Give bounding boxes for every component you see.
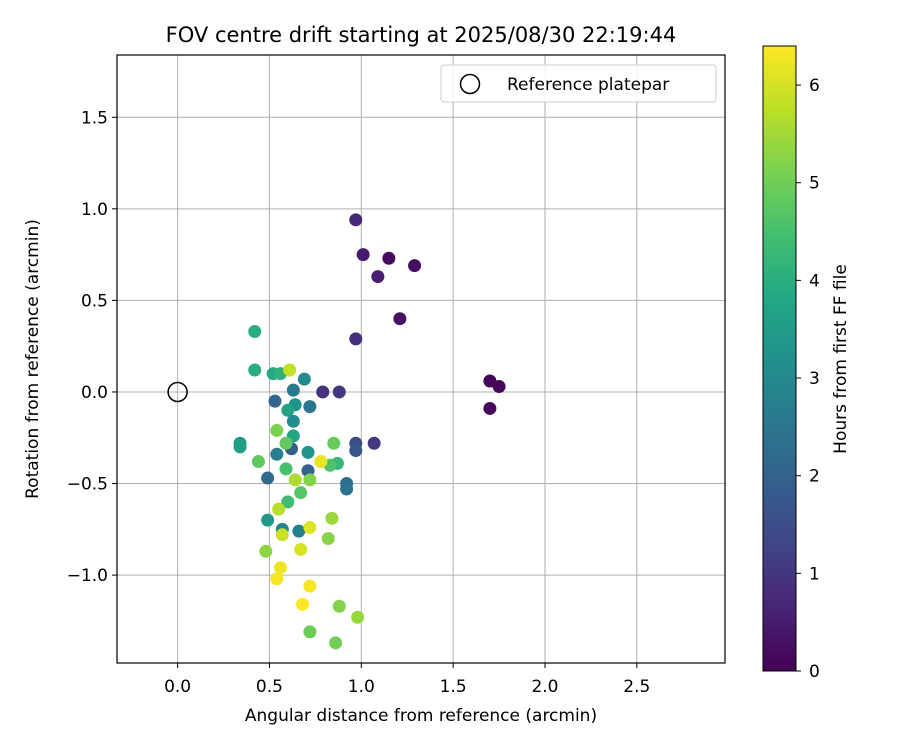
x-tick-label: 1.0 [348,677,375,697]
data-point [492,379,506,393]
colorbar-gradient [762,45,797,672]
x-axis-ticks: 0.0 0.5 1.0 1.5 2.0 2.5 [164,663,650,697]
data-point [251,455,265,469]
data-point [393,312,407,326]
reference-point [167,381,188,403]
data-point [349,213,363,227]
data-point [261,471,275,485]
data-point [303,579,317,593]
data-point [272,502,286,516]
data-point [382,251,396,265]
colorbar-tick-label: 6 [809,76,820,96]
data-point [325,511,339,525]
data-point [286,414,300,428]
legend-label: Reference platepar [507,75,669,95]
data-point [303,625,317,639]
y-axis-label: Rotation from reference (arcmin) [23,219,43,499]
data-point [332,385,346,399]
data-point [329,636,343,650]
chart-title: FOV centre drift starting at 2025/08/30 … [166,23,677,47]
data-point [259,544,273,558]
data-point [349,444,363,458]
data-point [294,486,308,500]
data-point [367,436,381,450]
data-point [270,572,284,586]
y-tick-label: 0.5 [81,291,108,311]
y-tick-label: −1.0 [67,566,108,586]
y-tick-label: 1.5 [81,108,108,128]
data-point [371,270,385,284]
colorbar-tick-label: 1 [809,564,820,584]
legend-box [440,64,717,103]
colorbar: 0 1 2 3 4 5 6 Hours from first FF file [762,45,851,682]
data-point [321,531,335,545]
x-axis-label: Angular distance from reference (arcmin) [245,706,597,726]
data-point [279,436,293,450]
data-point [483,401,497,415]
data-point [303,400,317,414]
colorbar-tick-label: 3 [809,369,820,389]
data-point [292,524,306,538]
data-point [248,325,262,339]
colorbar-tick-label: 2 [809,467,820,487]
data-point [273,561,287,575]
colorbar-tick-label: 0 [809,662,820,682]
data-point [248,363,262,377]
data-point [261,513,275,527]
x-tick-label: 0.5 [256,677,283,697]
data-point [294,542,308,556]
x-tick-label: 1.5 [440,677,467,697]
plot-frame [116,54,726,664]
y-axis-ticks: −1.0 −0.5 0.0 0.5 1.0 1.5 [67,108,117,586]
legend-reference-marker [459,73,481,95]
reference-marker [167,381,188,403]
data-point [281,495,295,509]
data-point [286,383,300,397]
data-point [327,436,341,450]
scatter-points [233,213,506,650]
data-point [356,248,370,262]
y-tick-label: −0.5 [67,475,108,495]
x-tick-label: 0.0 [164,677,191,697]
data-point [268,394,282,408]
colorbar-label: Hours from first FF file [831,264,851,454]
data-point [279,462,293,476]
x-tick-label: 2.5 [623,677,650,697]
y-tick-label: 0.0 [81,383,108,403]
colorbar-ticks: 0 1 2 3 4 5 6 [796,76,820,682]
data-point [332,599,346,613]
data-point [297,372,311,386]
data-point [316,385,330,399]
grid-lines [117,55,725,663]
data-point [270,423,284,437]
data-point [233,440,247,454]
data-point [288,473,302,487]
data-point [314,455,328,469]
data-point [270,447,284,461]
data-point [281,403,295,417]
data-point [351,610,365,624]
y-tick-label: 1.0 [81,200,108,220]
colorbar-tick-label: 4 [809,271,820,291]
data-point [349,332,363,346]
data-point [275,528,289,542]
data-point [283,363,297,377]
data-point [408,259,422,273]
data-point [301,445,315,459]
legend: Reference platepar [440,64,717,103]
data-point [303,473,317,487]
colorbar-tick-label: 5 [809,174,820,194]
data-point [340,482,354,496]
data-point [296,597,310,611]
x-tick-label: 2.0 [531,677,558,697]
data-point [303,520,317,534]
